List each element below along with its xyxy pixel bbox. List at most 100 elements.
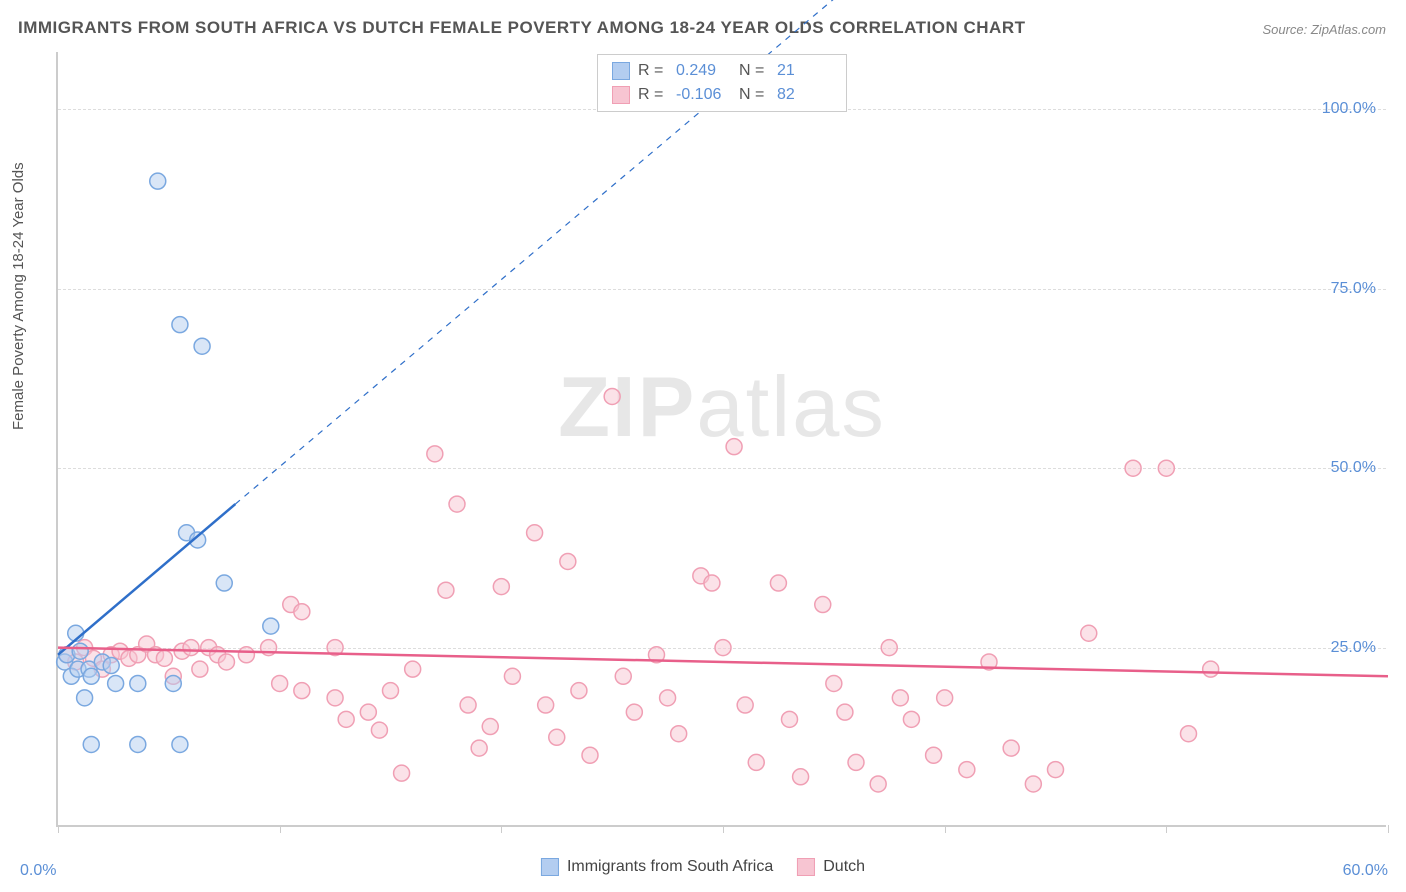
correlation-legend: R = 0.249 N = 21 R = -0.106 N = 82 — [597, 54, 847, 112]
data-point — [238, 647, 254, 663]
data-point — [626, 704, 642, 720]
legend-swatch — [797, 858, 815, 876]
data-point — [837, 704, 853, 720]
x-tick — [501, 825, 502, 833]
data-point — [582, 747, 598, 763]
legend-n-label: N = — [739, 59, 769, 83]
data-point — [604, 388, 620, 404]
legend-n-value: 21 — [777, 59, 832, 83]
data-point — [538, 697, 554, 713]
data-point — [504, 668, 520, 684]
x-tick — [1388, 825, 1389, 833]
legend-r-value: 0.249 — [676, 59, 731, 83]
data-point — [1048, 762, 1064, 778]
data-point — [460, 697, 476, 713]
x-max-label: 60.0% — [1343, 862, 1388, 880]
data-point — [156, 650, 172, 666]
x-tick — [945, 825, 946, 833]
data-point — [671, 726, 687, 742]
legend-r-value: -0.106 — [676, 83, 731, 107]
data-point — [1081, 625, 1097, 641]
data-point — [165, 675, 181, 691]
data-point — [560, 553, 576, 569]
data-point — [130, 675, 146, 691]
data-point — [218, 654, 234, 670]
data-point — [83, 668, 99, 684]
data-point — [216, 575, 232, 591]
data-point — [549, 729, 565, 745]
data-point — [1025, 776, 1041, 792]
data-point — [394, 765, 410, 781]
data-point — [726, 439, 742, 455]
plot-area: R =0.249N =21R =-0.106N =82 ZIPatlas 25.… — [56, 52, 1386, 827]
data-point — [770, 575, 786, 591]
data-point — [482, 719, 498, 735]
data-point — [338, 711, 354, 727]
legend-swatch — [541, 858, 559, 876]
legend-n-value: 82 — [777, 83, 832, 107]
plot-svg — [58, 52, 1386, 825]
data-point — [360, 704, 376, 720]
data-point — [715, 640, 731, 656]
data-point — [815, 597, 831, 613]
data-point — [449, 496, 465, 512]
data-point — [405, 661, 421, 677]
data-point — [959, 762, 975, 778]
x-tick — [723, 825, 724, 833]
x-min-label: 0.0% — [20, 862, 56, 880]
data-point — [826, 675, 842, 691]
data-point — [438, 582, 454, 598]
data-point — [172, 317, 188, 333]
data-point — [892, 690, 908, 706]
data-point — [937, 690, 953, 706]
data-point — [327, 690, 343, 706]
data-point — [782, 711, 798, 727]
legend-item: Immigrants from South Africa — [541, 858, 773, 876]
data-point — [1125, 460, 1141, 476]
data-point — [83, 736, 99, 752]
data-point — [748, 754, 764, 770]
legend-r-label: R = — [638, 83, 668, 107]
data-point — [471, 740, 487, 756]
data-point — [793, 769, 809, 785]
data-point — [371, 722, 387, 738]
x-tick — [1166, 825, 1167, 833]
data-point — [870, 776, 886, 792]
data-point — [150, 173, 166, 189]
data-point — [848, 754, 864, 770]
legend-label: Immigrants from South Africa — [567, 858, 773, 876]
legend-r-label: R = — [638, 59, 668, 83]
legend-row: R = 0.249 N = 21 — [612, 59, 832, 83]
y-axis-label: Female Poverty Among 18-24 Year Olds — [10, 162, 27, 430]
data-point — [263, 618, 279, 634]
data-point — [615, 668, 631, 684]
data-point — [881, 640, 897, 656]
data-point — [1003, 740, 1019, 756]
data-point — [660, 690, 676, 706]
legend-swatch — [612, 62, 630, 80]
series-legend: Immigrants from South Africa Dutch — [541, 858, 865, 876]
legend-label: Dutch — [823, 858, 865, 876]
data-point — [294, 604, 310, 620]
data-point — [1203, 661, 1219, 677]
data-point — [294, 683, 310, 699]
data-point — [183, 640, 199, 656]
data-point — [737, 697, 753, 713]
data-point — [1158, 460, 1174, 476]
legend-n-label: N = — [739, 83, 769, 107]
data-point — [77, 690, 93, 706]
data-point — [383, 683, 399, 699]
data-point — [704, 575, 720, 591]
data-point — [172, 736, 188, 752]
data-point — [108, 675, 124, 691]
x-tick — [280, 825, 281, 833]
data-point — [1181, 726, 1197, 742]
legend-swatch — [612, 86, 630, 104]
data-point — [192, 661, 208, 677]
data-point — [103, 658, 119, 674]
data-point — [130, 736, 146, 752]
chart-title: IMMIGRANTS FROM SOUTH AFRICA VS DUTCH FE… — [18, 18, 1025, 38]
data-point — [903, 711, 919, 727]
data-point — [527, 525, 543, 541]
data-point — [427, 446, 443, 462]
